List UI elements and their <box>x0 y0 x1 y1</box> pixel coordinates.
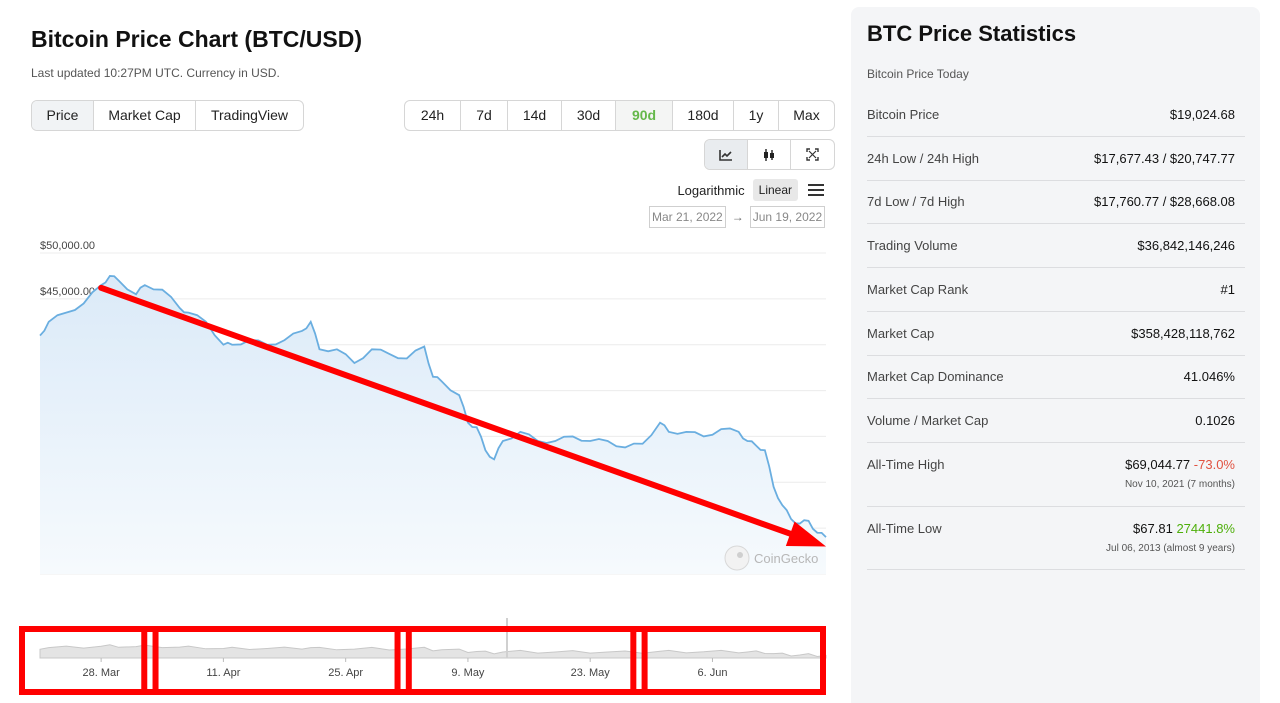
stat-label: Bitcoin Price <box>867 107 940 122</box>
y-tick-label: $45,000.00 <box>40 286 95 298</box>
stat-value: $67.81 27441.8% <box>1133 521 1235 536</box>
x-tick-label: 6. Jun <box>697 667 727 679</box>
stats-subtitle: Bitcoin Price Today <box>867 67 969 81</box>
navigator-series <box>39 644 827 659</box>
stat-row: Trading Volume $36,842,146,246 <box>867 224 1245 268</box>
ath-value: $69,044.77 <box>1125 457 1191 472</box>
x-tick-label: 28. Mar <box>82 667 120 679</box>
stat-value: $17,677.43 / $20,747.77 <box>1094 151 1235 166</box>
range-24h[interactable]: 24h <box>405 101 461 130</box>
date-from-input[interactable]: Mar 21, 2022 <box>649 206 726 228</box>
stat-label: Volume / Market Cap <box>867 413 989 428</box>
coingecko-watermark: CoinGecko <box>724 545 818 571</box>
fullscreen-icon[interactable] <box>791 140 834 169</box>
stat-value: $358,428,118,762 <box>1131 326 1235 341</box>
range-1y[interactable]: 1y <box>734 101 779 130</box>
stat-label: Market Cap Dominance <box>867 369 1004 384</box>
arrow-head <box>785 521 826 547</box>
scale-toggle: Logarithmic Linear <box>677 179 824 201</box>
stat-row-atl: All-Time Low $67.81 27441.8% Jul 06, 201… <box>867 507 1245 570</box>
stat-label: 7d Low / 7d High <box>867 194 965 209</box>
range-max[interactable]: Max <box>793 107 820 123</box>
stat-label: 24h Low / 24h High <box>867 151 980 166</box>
stat-row-ath: All-Time High $69,044.77 -73.0% Nov 10, … <box>867 443 1245 507</box>
price-line <box>39 274 827 538</box>
stat-label: All-Time Low <box>867 521 942 536</box>
x-tick-label: 25. Apr <box>328 667 363 679</box>
stat-row: Market Cap $358,428,118,762 <box>867 312 1245 356</box>
stat-label: Market Cap <box>867 326 935 341</box>
stat-label: Trading Volume <box>867 238 958 253</box>
highlight-box <box>141 626 412 695</box>
stats-title: BTC Price Statistics <box>867 21 1077 46</box>
stat-row: Volume / Market Cap 0.1026 <box>867 399 1245 443</box>
date-to-input[interactable]: Jun 19, 2022 <box>749 206 826 228</box>
highlight-box <box>630 626 826 695</box>
stat-value: $69,044.77 -73.0% <box>1125 457 1235 472</box>
stat-value: 41.046% <box>1183 369 1235 384</box>
range-90d[interactable]: 90d <box>616 101 673 130</box>
tab-price[interactable]: Price <box>32 101 94 130</box>
linear-option[interactable]: Linear <box>752 179 798 201</box>
chart-metric-tabs: Price Market Cap TradingView <box>31 100 304 131</box>
ath-change: -73.0% <box>1193 457 1235 472</box>
price-chart[interactable]: $50,000.00$45,000.00$40,000.00$35,000.00… <box>0 230 845 703</box>
atl-change: 27441.8% <box>1176 521 1235 536</box>
stat-label: All-Time High <box>867 457 945 472</box>
stat-value: $17,760.77 / $28,668.08 <box>1094 194 1235 209</box>
stats-panel: BTC Price Statistics Bitcoin Price Today… <box>851 7 1260 703</box>
tab-tradingview[interactable]: TradingView <box>210 107 289 123</box>
y-tick-label: $50,000.00 <box>40 240 95 252</box>
stat-row: Market Cap Dominance 41.046% <box>867 355 1245 399</box>
x-tick-label: 11. Apr <box>206 667 240 679</box>
downtrend-arrow-annotation <box>98 284 826 547</box>
stat-row: 7d Low / 7d High $17,760.77 / $28,668.08 <box>867 180 1245 224</box>
stat-value: #1 <box>1220 282 1235 297</box>
arrow-shaft <box>98 284 794 537</box>
arrow-right-icon: → <box>731 210 744 224</box>
watermark-text: CoinGecko <box>754 551 818 566</box>
highlight-box <box>394 626 648 695</box>
stat-label: Market Cap Rank <box>867 282 969 297</box>
ath-date: Nov 10, 2021 (7 months) <box>1124 479 1235 490</box>
range-navigator[interactable] <box>39 618 827 659</box>
logarithmic-option[interactable]: Logarithmic <box>677 182 745 198</box>
stat-row: Market Cap Rank #1 <box>867 268 1245 312</box>
date-range-picker: Mar 21, 2022 → Jun 19, 2022 <box>649 206 826 228</box>
range-180d[interactable]: 180d <box>673 101 734 130</box>
range-7d[interactable]: 7d <box>461 101 508 130</box>
line-chart-icon[interactable] <box>705 140 748 169</box>
price-area-fill <box>40 275 826 574</box>
stat-row: 24h Low / 24h High $17,677.43 / $20,747.7… <box>867 137 1245 181</box>
chart-title: Bitcoin Price Chart (BTC/USD) <box>31 26 362 52</box>
candlestick-icon[interactable] <box>748 140 791 169</box>
highlight-box <box>19 626 159 695</box>
atl-date: Jul 06, 2013 (almost 9 years) <box>1106 543 1235 554</box>
time-range-tabs: 24h 7d 14d 30d 90d 180d 1y Max <box>404 100 835 131</box>
hamburger-menu-icon[interactable] <box>808 181 824 199</box>
last-updated: Last updated 10:27PM UTC. Currency in US… <box>31 66 280 80</box>
x-tick-label: 23. May <box>571 667 611 679</box>
atl-value: $67.81 <box>1133 521 1173 536</box>
range-14d[interactable]: 14d <box>508 101 562 130</box>
stat-value: $19,024.68 <box>1169 107 1235 122</box>
stat-row: Bitcoin Price $19,024.68 <box>867 93 1245 137</box>
stat-value: $36,842,146,246 <box>1137 238 1235 253</box>
tab-market-cap[interactable]: Market Cap <box>94 101 196 130</box>
chart-type-tabs <box>704 139 835 170</box>
stat-value: 0.1026 <box>1195 413 1235 428</box>
x-tick-label: 9. May <box>451 667 485 679</box>
range-30d[interactable]: 30d <box>562 101 616 130</box>
